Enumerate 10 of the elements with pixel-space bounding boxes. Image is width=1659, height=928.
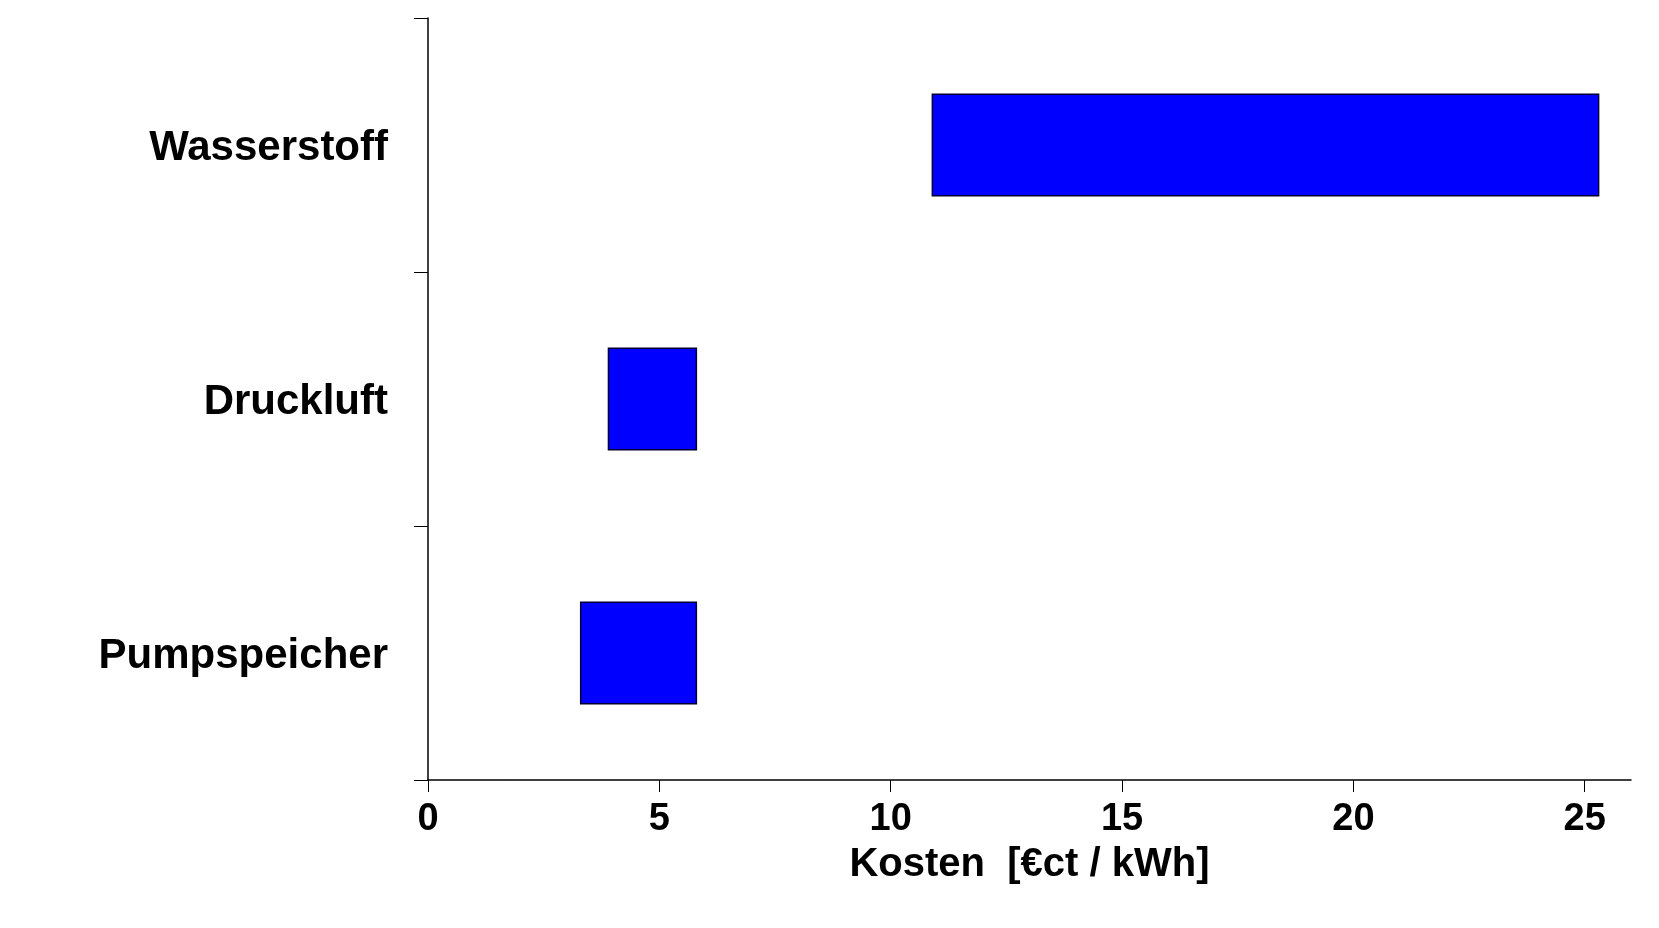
x-axis-title: Kosten [€ct / kWh] <box>849 840 1210 884</box>
x-tick-label: 10 <box>869 796 912 838</box>
y-tick-label: Druckluft <box>203 375 388 423</box>
y-tick-label: Wasserstoff <box>149 121 389 169</box>
x-tick-label: 5 <box>648 796 670 838</box>
x-tick-label: 20 <box>1332 796 1375 838</box>
y-tick-label: Pumpspeicher <box>98 629 388 677</box>
x-tick-label: 0 <box>417 796 439 838</box>
x-tick-label: 15 <box>1100 796 1144 838</box>
x-tick-label: 25 <box>1563 796 1606 838</box>
